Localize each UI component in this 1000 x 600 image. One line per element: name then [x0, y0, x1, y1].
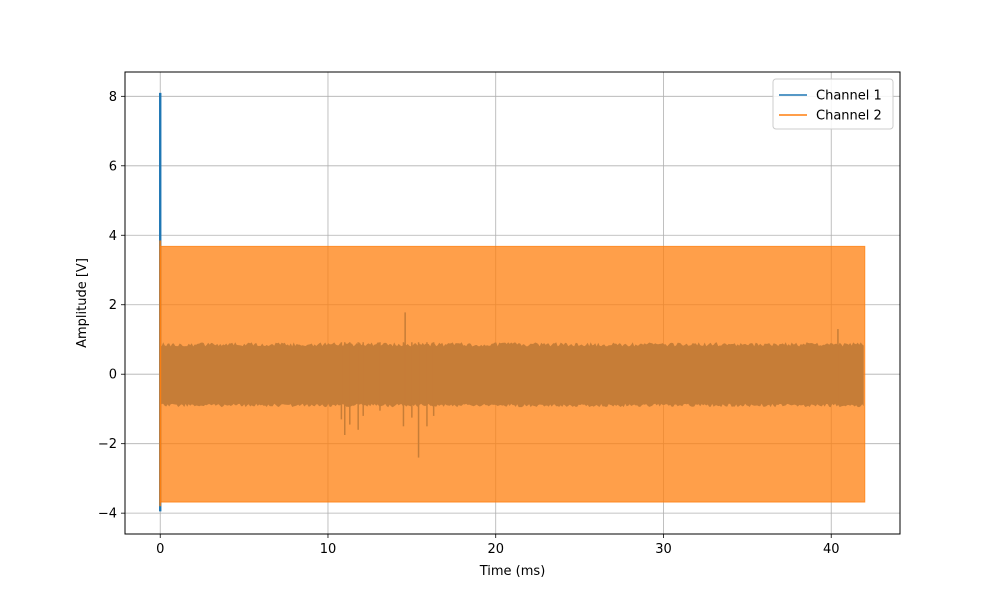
axis-ticks: 0 10 20 30 40 −4 −2 0 2 4 6 8 — [98, 90, 840, 557]
x-tick-label: 20 — [487, 542, 504, 557]
x-tick-label: 10 — [320, 542, 337, 557]
y-tick-label: 2 — [109, 298, 117, 313]
plot-frame — [124, 71, 901, 535]
legend-label: Channel 1 — [816, 89, 882, 104]
x-axis-label: Time (ms) — [479, 564, 546, 579]
y-tick-label: 8 — [109, 90, 117, 105]
y-tick-label: 6 — [109, 159, 117, 174]
legend-label: Channel 2 — [816, 109, 882, 124]
y-axis-label: Amplitude [V] — [75, 258, 90, 348]
x-tick-label: 30 — [655, 542, 672, 557]
x-tick-label: 40 — [823, 542, 840, 557]
y-tick-label: −2 — [98, 437, 117, 452]
legend: Channel 1 Channel 2 — [772, 78, 894, 130]
channel-2-band — [159, 245, 866, 503]
series-channel-2 — [159, 240, 866, 507]
plot-data — [159, 92, 866, 512]
x-tick-label: 0 — [156, 542, 164, 557]
y-tick-label: 4 — [109, 229, 117, 244]
y-tick-label: 0 — [109, 368, 117, 383]
y-tick-label: −4 — [98, 507, 117, 522]
legend-box — [772, 78, 894, 130]
